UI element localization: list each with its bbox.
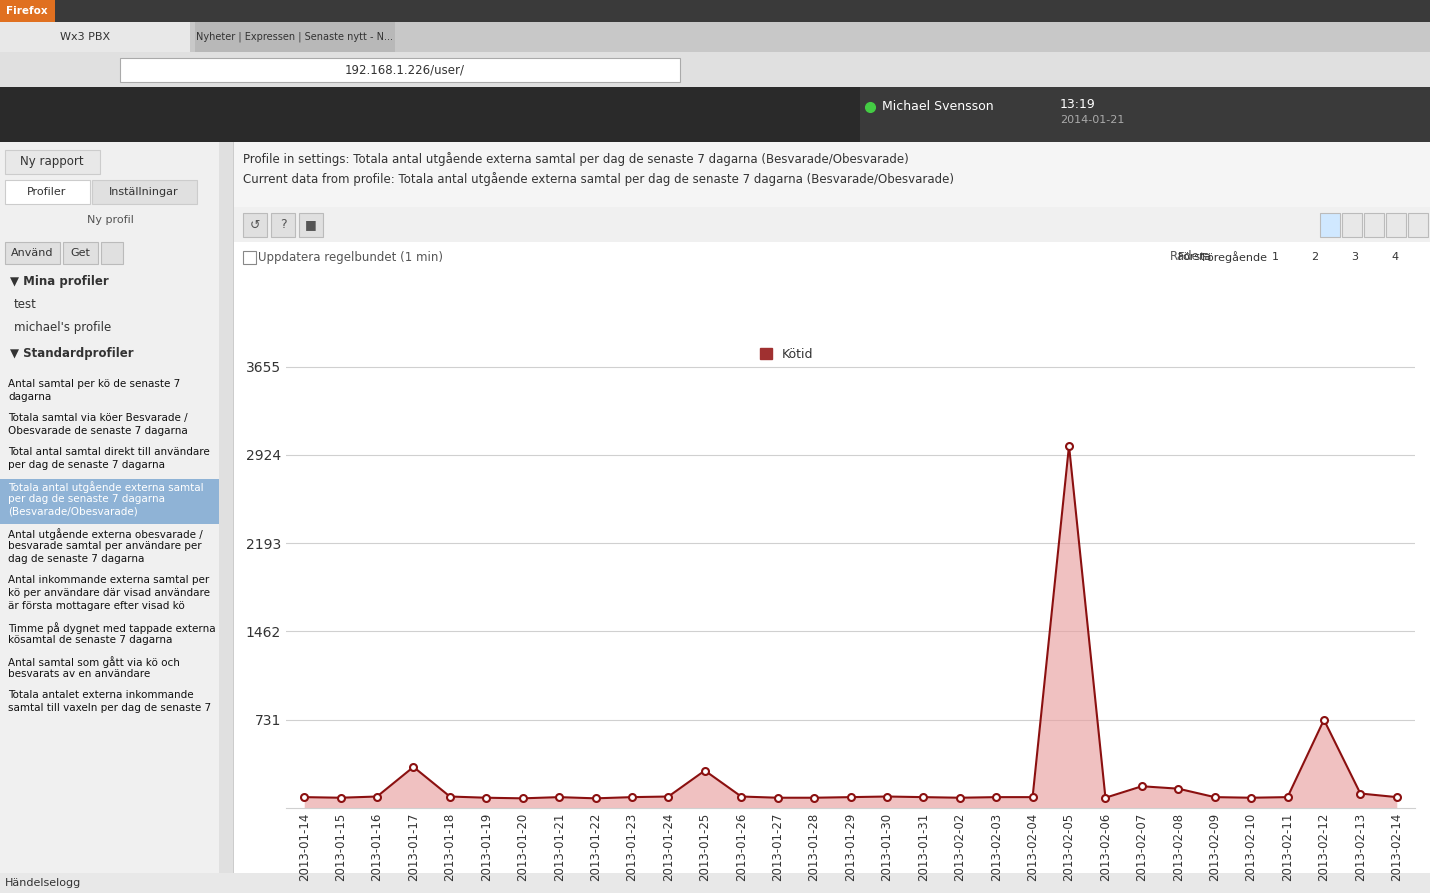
Text: Ny profil: Ny profil [87, 215, 133, 225]
Bar [243, 251, 256, 264]
Bar [859, 87, 1430, 142]
Text: Inställningar: Inställningar [109, 187, 179, 197]
Text: 3: 3 [1351, 252, 1358, 262]
Text: besvarats av en användare: besvarats av en användare [9, 669, 150, 679]
Text: ▼ Mina profiler: ▼ Mina profiler [10, 276, 109, 288]
Text: dagarna: dagarna [9, 392, 51, 402]
Text: ▼ Standardprofiler: ▼ Standardprofiler [10, 346, 133, 360]
Bar [235, 242, 1430, 272]
Text: är första mottagare efter visad kö: är första mottagare efter visad kö [9, 601, 184, 611]
Bar [0, 87, 1430, 142]
Bar [194, 22, 395, 52]
Text: Uppdatera regelbundet (1 min): Uppdatera regelbundet (1 min) [257, 251, 443, 263]
Bar [1341, 213, 1361, 237]
Bar [4, 180, 90, 204]
Text: 1: 1 [1271, 252, 1278, 262]
Text: 4: 4 [1391, 252, 1399, 262]
Bar [0, 142, 233, 893]
Text: ■: ■ [305, 219, 317, 231]
Bar [1409, 213, 1429, 237]
Text: Current data from profile: Totala antal utgående externa samtal per dag de senas: Current data from profile: Totala antal … [243, 172, 954, 186]
Text: Antal samtal som gått via kö och: Antal samtal som gått via kö och [9, 656, 180, 668]
Text: Rader:: Rader: [1170, 251, 1208, 263]
Text: Totala samtal via köer Besvarade /: Totala samtal via köer Besvarade / [9, 413, 187, 423]
Text: 13:19: 13:19 [1060, 97, 1095, 111]
Bar [0, 873, 1430, 893]
Text: Profile in settings: Totala antal utgående externa samtal per dag de senaste 7 d: Profile in settings: Totala antal utgåen… [243, 152, 908, 166]
Bar [0, 22, 1430, 52]
Text: Michael Svensson: Michael Svensson [882, 101, 994, 113]
Text: kö per användare där visad användare: kö per användare där visad användare [9, 588, 210, 598]
Text: ↺: ↺ [250, 219, 260, 231]
Legend: Kötid: Kötid [755, 343, 818, 365]
Bar [0, 22, 190, 52]
Bar [243, 213, 267, 237]
Text: Get: Get [70, 248, 90, 258]
Text: Använd: Använd [11, 248, 53, 258]
Bar [92, 180, 197, 204]
Text: Totala antal utgående externa samtal: Totala antal utgående externa samtal [9, 481, 203, 493]
Text: dag de senaste 7 dagarna: dag de senaste 7 dagarna [9, 554, 144, 564]
Text: Föregående: Föregående [1203, 251, 1268, 263]
Text: Obesvarade de senaste 7 dagarna: Obesvarade de senaste 7 dagarna [9, 426, 187, 436]
Bar [63, 242, 99, 264]
Text: besvarade samtal per användare per: besvarade samtal per användare per [9, 541, 202, 551]
Text: samtal till vaxeln per dag de senaste 7: samtal till vaxeln per dag de senaste 7 [9, 703, 212, 713]
Text: ?: ? [280, 219, 286, 231]
Text: Antal utgående externa obesvarade /: Antal utgående externa obesvarade / [9, 528, 203, 540]
Bar [4, 150, 100, 174]
Text: Profiler: Profiler [27, 187, 67, 197]
Text: Antal inkommande externa samtal per: Antal inkommande externa samtal per [9, 575, 209, 585]
Text: Firefox: Firefox [6, 6, 47, 16]
Text: Wx3 PBX: Wx3 PBX [60, 32, 110, 42]
Text: michael's profile: michael's profile [14, 321, 112, 333]
Text: Total antal samtal direkt till användare: Total antal samtal direkt till användare [9, 447, 210, 457]
Bar [299, 213, 323, 237]
Bar [0, 479, 219, 524]
Bar [235, 272, 1429, 873]
Bar [1320, 213, 1340, 237]
Bar [0, 0, 54, 22]
Bar [272, 213, 295, 237]
Bar [4, 242, 60, 264]
Text: 192.168.1.226/user/: 192.168.1.226/user/ [345, 63, 465, 77]
Bar [235, 207, 1430, 242]
Text: Timme på dygnet med tappade externa: Timme på dygnet med tappade externa [9, 622, 216, 634]
Bar [1386, 213, 1406, 237]
Text: (Besvarade/Obesvarade): (Besvarade/Obesvarade) [9, 507, 137, 517]
Bar [219, 142, 233, 893]
Bar [235, 142, 1430, 207]
Text: per dag de senaste 7 dagarna: per dag de senaste 7 dagarna [9, 460, 164, 470]
Text: 2014-01-21: 2014-01-21 [1060, 115, 1124, 125]
Text: Händelselogg: Händelselogg [4, 878, 82, 888]
Text: 2: 2 [1311, 252, 1318, 262]
Bar [1364, 213, 1384, 237]
Text: Första: Första [1178, 252, 1213, 262]
Text: Antal samtal per kö de senaste 7: Antal samtal per kö de senaste 7 [9, 379, 180, 389]
Text: Totala antalet externa inkommande: Totala antalet externa inkommande [9, 690, 193, 700]
Text: kösamtal de senaste 7 dagarna: kösamtal de senaste 7 dagarna [9, 635, 173, 645]
Bar [0, 0, 1430, 22]
Bar [120, 58, 681, 82]
Bar [0, 52, 1430, 87]
Text: per dag de senaste 7 dagarna: per dag de senaste 7 dagarna [9, 494, 164, 504]
Text: Ny rapport: Ny rapport [20, 155, 84, 169]
Bar [102, 242, 123, 264]
Text: test: test [14, 298, 37, 312]
Text: Nyheter | Expressen | Senaste nytt - N...: Nyheter | Expressen | Senaste nytt - N..… [196, 32, 393, 42]
